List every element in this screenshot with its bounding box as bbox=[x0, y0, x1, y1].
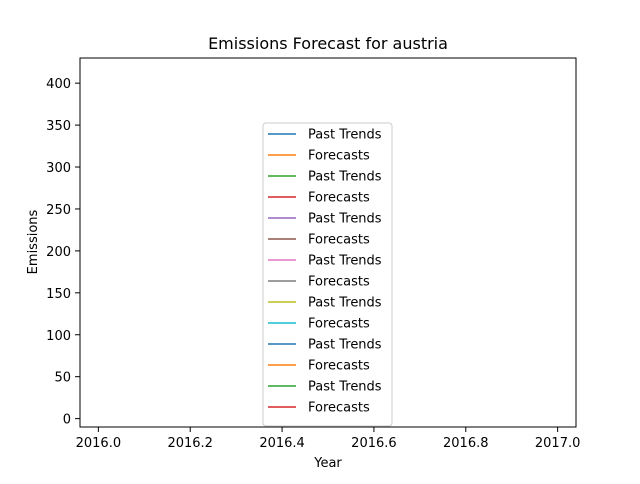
y-axis: 0 50 100 150 200 250 300 350 400 bbox=[46, 77, 80, 428]
x-tick-label: 2017.0 bbox=[535, 436, 581, 451]
legend-label: Past Trends bbox=[308, 170, 382, 185]
legend-label: Forecasts bbox=[308, 317, 370, 332]
y-tick-label: 150 bbox=[46, 287, 71, 302]
legend-label: Forecasts bbox=[308, 191, 370, 206]
legend-label: Past Trends bbox=[308, 128, 382, 143]
legend: Past Trends Forecasts Past Trends Forecasts… bbox=[262, 122, 393, 427]
y-tick-label: 0 bbox=[63, 413, 71, 428]
y-tick-label: 250 bbox=[46, 203, 71, 218]
legend-label: Forecasts bbox=[308, 275, 370, 290]
x-axis-label: Year bbox=[313, 456, 342, 471]
x-tick-label: 2016.2 bbox=[167, 436, 213, 451]
legend-label: Forecasts bbox=[308, 233, 370, 248]
chart-title: Emissions Forecast for austria bbox=[208, 34, 448, 53]
x-tick-label: 2016.0 bbox=[76, 436, 122, 451]
legend-label: Forecasts bbox=[308, 401, 370, 416]
legend-label: Forecasts bbox=[308, 149, 370, 164]
legend-label: Past Trends bbox=[308, 212, 382, 227]
y-tick-label: 100 bbox=[46, 329, 71, 344]
y-tick-label: 50 bbox=[54, 371, 71, 386]
y-tick-label: 300 bbox=[46, 161, 71, 176]
plot-area bbox=[79, 57, 577, 428]
legend-label: Past Trends bbox=[308, 254, 382, 269]
legend-label: Forecasts bbox=[308, 359, 370, 374]
x-tick-label: 2016.8 bbox=[443, 436, 489, 451]
legend-box bbox=[262, 122, 393, 427]
x-tick-label: 2016.4 bbox=[259, 436, 305, 451]
y-tick-label: 400 bbox=[46, 77, 71, 92]
x-axis: 2016.0 2016.2 2016.4 2016.6 2016.8 2017.0 bbox=[76, 427, 581, 451]
y-tick-label: 350 bbox=[46, 119, 71, 134]
legend-label: Past Trends bbox=[308, 338, 382, 353]
x-tick-label: 2016.6 bbox=[351, 436, 397, 451]
legend-label: Past Trends bbox=[308, 380, 382, 395]
y-tick-label: 200 bbox=[46, 245, 71, 260]
y-axis-label: Emissions bbox=[26, 209, 41, 274]
legend-label: Past Trends bbox=[308, 296, 382, 311]
